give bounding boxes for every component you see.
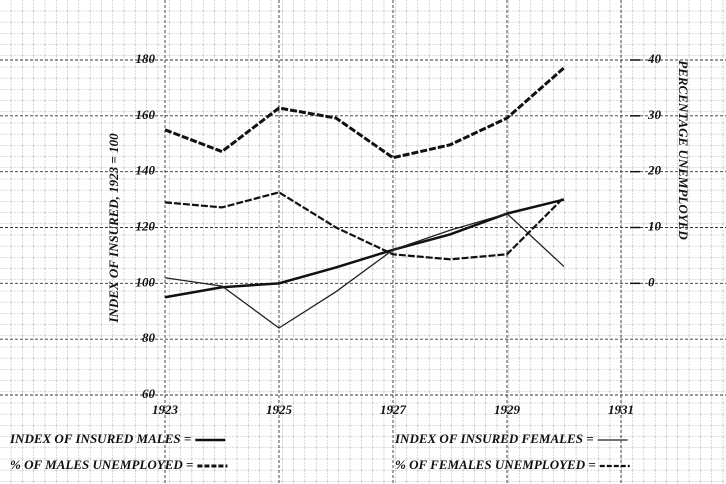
data-line xyxy=(164,212,565,329)
y2-tick-label: 10 xyxy=(648,218,662,233)
legend-label: INDEX OF INSURED FEMALES = xyxy=(394,431,594,446)
data-line xyxy=(164,191,565,261)
y-tick-label: 160 xyxy=(136,107,156,122)
y2-tick-label: 20 xyxy=(647,163,662,178)
y-tick-label: 60 xyxy=(142,386,156,401)
y-tick-label: 140 xyxy=(136,163,156,178)
y-tick-label: 180 xyxy=(136,51,156,66)
x-tick-label: 1923 xyxy=(152,402,179,417)
y-tick-label: 100 xyxy=(136,274,156,289)
x-tick-label: 1929 xyxy=(494,402,521,417)
data-line xyxy=(164,198,565,299)
x-tick-label: 1927 xyxy=(380,402,407,417)
legend-label: % OF MALES UNEMPLOYED = xyxy=(10,457,193,472)
legend-label: % OF FEMALES UNEMPLOYED = xyxy=(395,457,596,472)
y-axis-label: INDEX OF INSURED, 1923 = 100 xyxy=(106,133,121,324)
x-tick-label: 1925 xyxy=(266,402,293,417)
y-tick-label: 120 xyxy=(136,218,156,233)
data-line xyxy=(164,66,565,160)
x-tick-label: 1931 xyxy=(608,402,634,417)
y2-tick-label: 0 xyxy=(648,274,655,289)
y2-tick-label: 30 xyxy=(647,107,662,122)
y-tick-label: 80 xyxy=(142,330,156,345)
legend-label: INDEX OF INSURED MALES = xyxy=(9,431,191,446)
y2-tick-label: 40 xyxy=(647,51,662,66)
y2-axis-label: PERCENTAGE UNEMPLOYED xyxy=(676,60,691,240)
